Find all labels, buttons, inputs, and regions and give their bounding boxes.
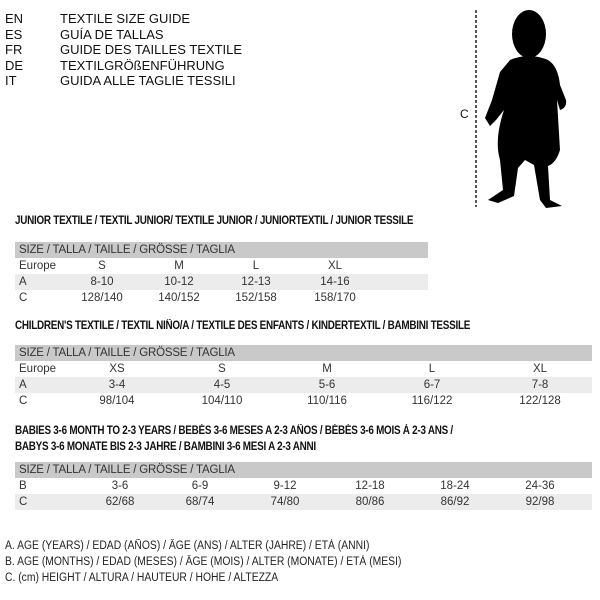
table-cell: 6-7 [423, 379, 441, 391]
table-header: SIZE / TALLA / TAILLE / GRÖSSE / TAGLIA [15, 462, 592, 478]
row-label: Europe [19, 260, 57, 272]
babies-size-table: SIZE / TALLA / TAILLE / GRÖSSE / TAGLIA B… [15, 462, 592, 510]
table-cell: 3-4 [108, 379, 126, 391]
table-cell: XL [327, 260, 343, 272]
table-cell: 4-5 [213, 379, 231, 391]
language-title: TEXTILE SIZE GUIDE [60, 11, 191, 26]
table-cell: 7-8 [531, 379, 549, 391]
table-header: SIZE / TALLA / TAILLE / GRÖSSE / TAGLIA [15, 345, 592, 361]
table-row: Europe XS S M L XL [15, 361, 592, 377]
table-cell: 62/68 [105, 496, 135, 508]
row-label: B [19, 480, 27, 492]
table-cell: XL [532, 363, 548, 375]
language-title: TEXTILGRÖßENFÜHRUNG [60, 57, 225, 73]
table-cell: M [322, 363, 332, 375]
table-cell: 140/152 [158, 292, 200, 304]
table-cell: 122/128 [519, 395, 561, 407]
language-title: GUIDA ALLE TAGLIE TESSILI [60, 73, 236, 88]
table-cell: M [174, 260, 184, 272]
language-code: EN [5, 11, 24, 26]
table-cell: 98/104 [99, 395, 135, 407]
language-title: GUÍA DE TALLAS [60, 26, 164, 42]
table-cell: 6-9 [191, 480, 209, 492]
language-code: ES [5, 26, 23, 42]
table-header: SIZE / TALLA / TAILLE / GRÖSSE / TAGLIA [15, 242, 428, 258]
row-label: Europe [19, 363, 57, 375]
table-cell: 9-12 [273, 480, 297, 492]
row-label: A [19, 379, 27, 391]
children-size-table: SIZE / TALLA / TAILLE / GRÖSSE / TAGLIA E… [15, 345, 592, 409]
row-label: C [19, 292, 28, 304]
table-cell: 24-36 [525, 480, 555, 492]
table-cell: 3-6 [111, 480, 129, 492]
row-label: C [19, 395, 28, 407]
language-title: GUIDE DES TAILLES TEXTILE [60, 42, 243, 57]
row-label: C [19, 496, 28, 508]
table-cell: 128/140 [81, 292, 123, 304]
babies-section-title-line2: BABYS 3-6 MONATE BIS 2-3 JAHRE / BAMBINI… [15, 441, 316, 453]
table-row: C 128/140 140/152 152/158 158/170 [15, 290, 428, 306]
height-measure-label: C [460, 107, 469, 121]
table-cell: L [252, 260, 260, 272]
table-cell: S [218, 363, 226, 375]
table-cell: S [98, 260, 106, 272]
table-cell: 116/122 [411, 395, 453, 407]
language-code: IT [5, 73, 17, 88]
table-cell: 12-18 [355, 480, 385, 492]
language-code: DE [5, 57, 24, 73]
legend-a: A. AGE (YEARS) / EDAD (AÑOS) / ÂGE (ANS)… [5, 540, 370, 552]
table-row: B 3-6 6-9 9-12 12-18 18-24 24-36 [15, 478, 592, 494]
table-row: A 8-10 10-12 12-13 14-16 [15, 274, 428, 290]
table-row: Europe S M L XL [15, 258, 428, 274]
child-silhouette-icon [485, 10, 567, 208]
table-cell: 152/158 [235, 292, 277, 304]
child-silhouette-figure [475, 10, 567, 208]
table-cell: 74/80 [270, 496, 300, 508]
table-cell: 86/92 [440, 496, 470, 508]
table-cell: XS [109, 363, 125, 375]
babies-section-title-line1: BABIES 3-6 MONTH TO 2-3 YEARS / BEBÉS 3-… [15, 425, 453, 437]
table-cell: 14-16 [320, 276, 350, 288]
table-cell: L [428, 363, 436, 375]
table-cell: 104/110 [201, 395, 243, 407]
table-cell: 5-6 [318, 379, 336, 391]
table-cell: 92/98 [525, 496, 555, 508]
legend-b: B. AGE (MONTHS) / EDAD (MESES) / ÂGE (MO… [5, 556, 402, 568]
table-cell: 8-10 [90, 276, 114, 288]
table-row: A 3-4 4-5 5-6 6-7 7-8 [15, 377, 592, 393]
table-cell: 158/170 [314, 292, 356, 304]
junior-size-table: SIZE / TALLA / TAILLE / GRÖSSE / TAGLIA E… [15, 242, 428, 306]
junior-section-title: JUNIOR TEXTILE / TEXTIL JUNIOR/ TEXTILE … [15, 215, 414, 227]
table-cell: 12-13 [241, 276, 271, 288]
language-code: FR [5, 42, 23, 57]
children-section-title: CHILDREN'S TEXTILE / TEXTIL NIÑO/A / TEX… [15, 320, 471, 332]
table-row: C 98/104 104/110 110/116 116/122 122/128 [15, 393, 592, 409]
table-cell: 80/86 [355, 496, 385, 508]
legend-c: C. (cm) HEIGHT / ALTURA / HAUTEUR / HÖHE… [5, 572, 279, 584]
table-cell: 10-12 [164, 276, 194, 288]
table-row: C 62/68 68/74 74/80 80/86 86/92 92/98 [15, 494, 592, 510]
table-cell: 68/74 [185, 496, 215, 508]
row-label: A [19, 276, 27, 288]
table-cell: 18-24 [440, 480, 470, 492]
table-cell: 110/116 [307, 395, 347, 407]
